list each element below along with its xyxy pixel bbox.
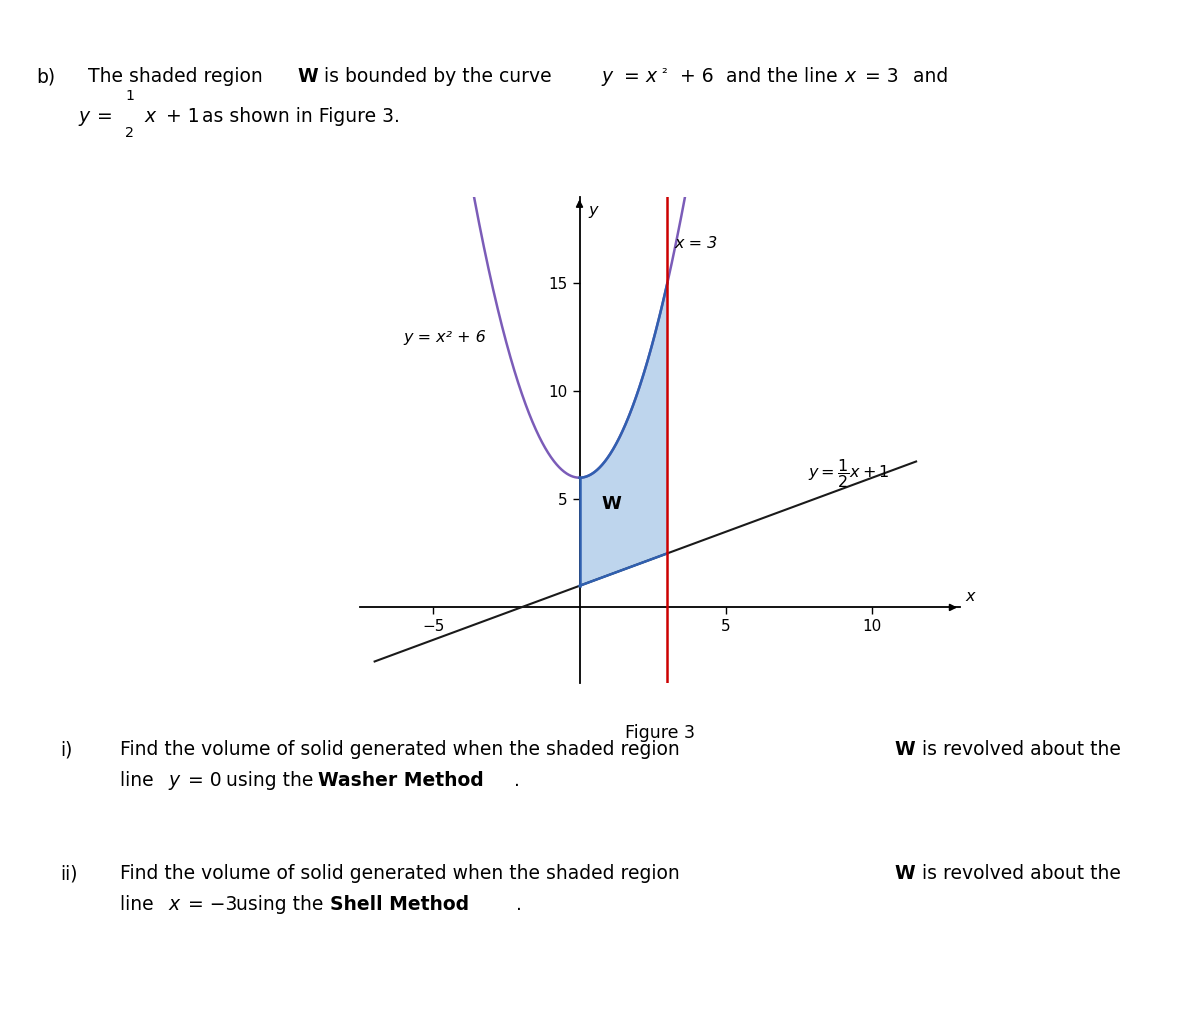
- Text: using the: using the: [230, 895, 330, 914]
- Text: W: W: [894, 740, 914, 759]
- Text: = −3: = −3: [182, 895, 238, 914]
- Text: is revolved about the: is revolved about the: [916, 740, 1121, 759]
- Text: .: .: [514, 771, 520, 790]
- Text: x = 3: x = 3: [674, 236, 718, 250]
- Text: x: x: [845, 67, 856, 86]
- Text: is revolved about the: is revolved about the: [916, 864, 1121, 883]
- Polygon shape: [580, 284, 667, 586]
- Text: is bounded by the curve: is bounded by the curve: [318, 67, 558, 86]
- Text: = 3: = 3: [859, 67, 899, 86]
- Text: y = x² + 6: y = x² + 6: [404, 330, 487, 345]
- Text: Find the volume of solid generated when the shaded region: Find the volume of solid generated when …: [120, 740, 685, 759]
- Text: 1: 1: [125, 89, 134, 104]
- Text: 2: 2: [125, 126, 134, 141]
- Text: and the line: and the line: [714, 67, 850, 86]
- Text: line: line: [120, 895, 160, 914]
- Text: x: x: [144, 107, 155, 125]
- Text: ²: ²: [661, 67, 667, 82]
- Text: b): b): [36, 67, 55, 86]
- Text: $y = \dfrac{1}{2}x + 1$: $y = \dfrac{1}{2}x + 1$: [808, 456, 889, 490]
- Text: as shown in Figure 3.: as shown in Figure 3.: [196, 107, 400, 125]
- Text: W: W: [601, 495, 622, 512]
- Text: Figure 3: Figure 3: [625, 724, 695, 742]
- Text: line: line: [120, 771, 160, 790]
- Text: =: =: [618, 67, 646, 86]
- Text: Washer Method: Washer Method: [318, 771, 484, 790]
- Text: x: x: [168, 895, 179, 914]
- Text: .: .: [516, 895, 522, 914]
- Text: and: and: [901, 67, 948, 86]
- Text: y: y: [78, 107, 89, 125]
- Text: W: W: [298, 67, 318, 86]
- Text: The shaded region: The shaded region: [88, 67, 269, 86]
- Text: y: y: [168, 771, 179, 790]
- Text: x: x: [646, 67, 656, 86]
- Text: Find the volume of solid generated when the shaded region: Find the volume of solid generated when …: [120, 864, 685, 883]
- Text: ii): ii): [60, 864, 78, 883]
- Text: =: =: [91, 107, 113, 125]
- Text: y: y: [588, 203, 598, 218]
- Text: = 0: = 0: [182, 771, 222, 790]
- Text: W: W: [894, 864, 914, 883]
- Text: Shell Method: Shell Method: [330, 895, 469, 914]
- Text: + 1: + 1: [160, 107, 199, 125]
- Text: using the: using the: [220, 771, 319, 790]
- Text: y: y: [601, 67, 612, 86]
- Text: + 6: + 6: [674, 67, 714, 86]
- Text: x: x: [966, 589, 976, 604]
- Text: i): i): [60, 740, 72, 759]
